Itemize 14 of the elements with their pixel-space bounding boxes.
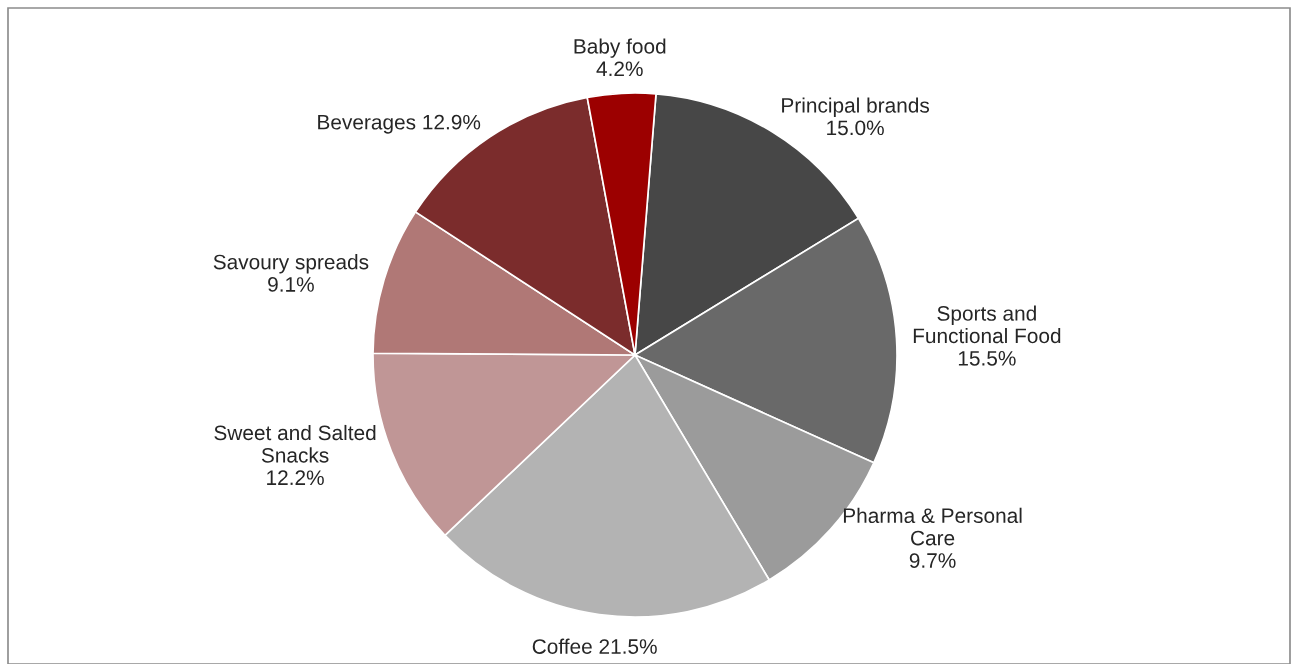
slice-label: Sports and Functional Food	[913, 305, 1061, 344]
slice-label: Principal brands	[782, 97, 930, 117]
slice-label: Sweet and Salted Snacks	[214, 424, 376, 463]
data-label: 12.2%	[267, 470, 324, 486]
slice-label: Coffee 21.5%	[532, 638, 657, 654]
data-label: 9.7%	[909, 553, 956, 568]
data-label: 15.0%	[827, 120, 884, 136]
slice-label: Savoury spreads	[213, 254, 369, 274]
data-label: 15.5%	[958, 351, 1016, 366]
data-label: 4.2%	[596, 61, 643, 77]
slice-label: Pharma & Personal Care	[843, 507, 1022, 546]
slice-label: Baby food	[574, 38, 666, 58]
data-label: 9.1%	[268, 277, 314, 292]
slice-label: Beverages 12.9%	[318, 114, 481, 134]
